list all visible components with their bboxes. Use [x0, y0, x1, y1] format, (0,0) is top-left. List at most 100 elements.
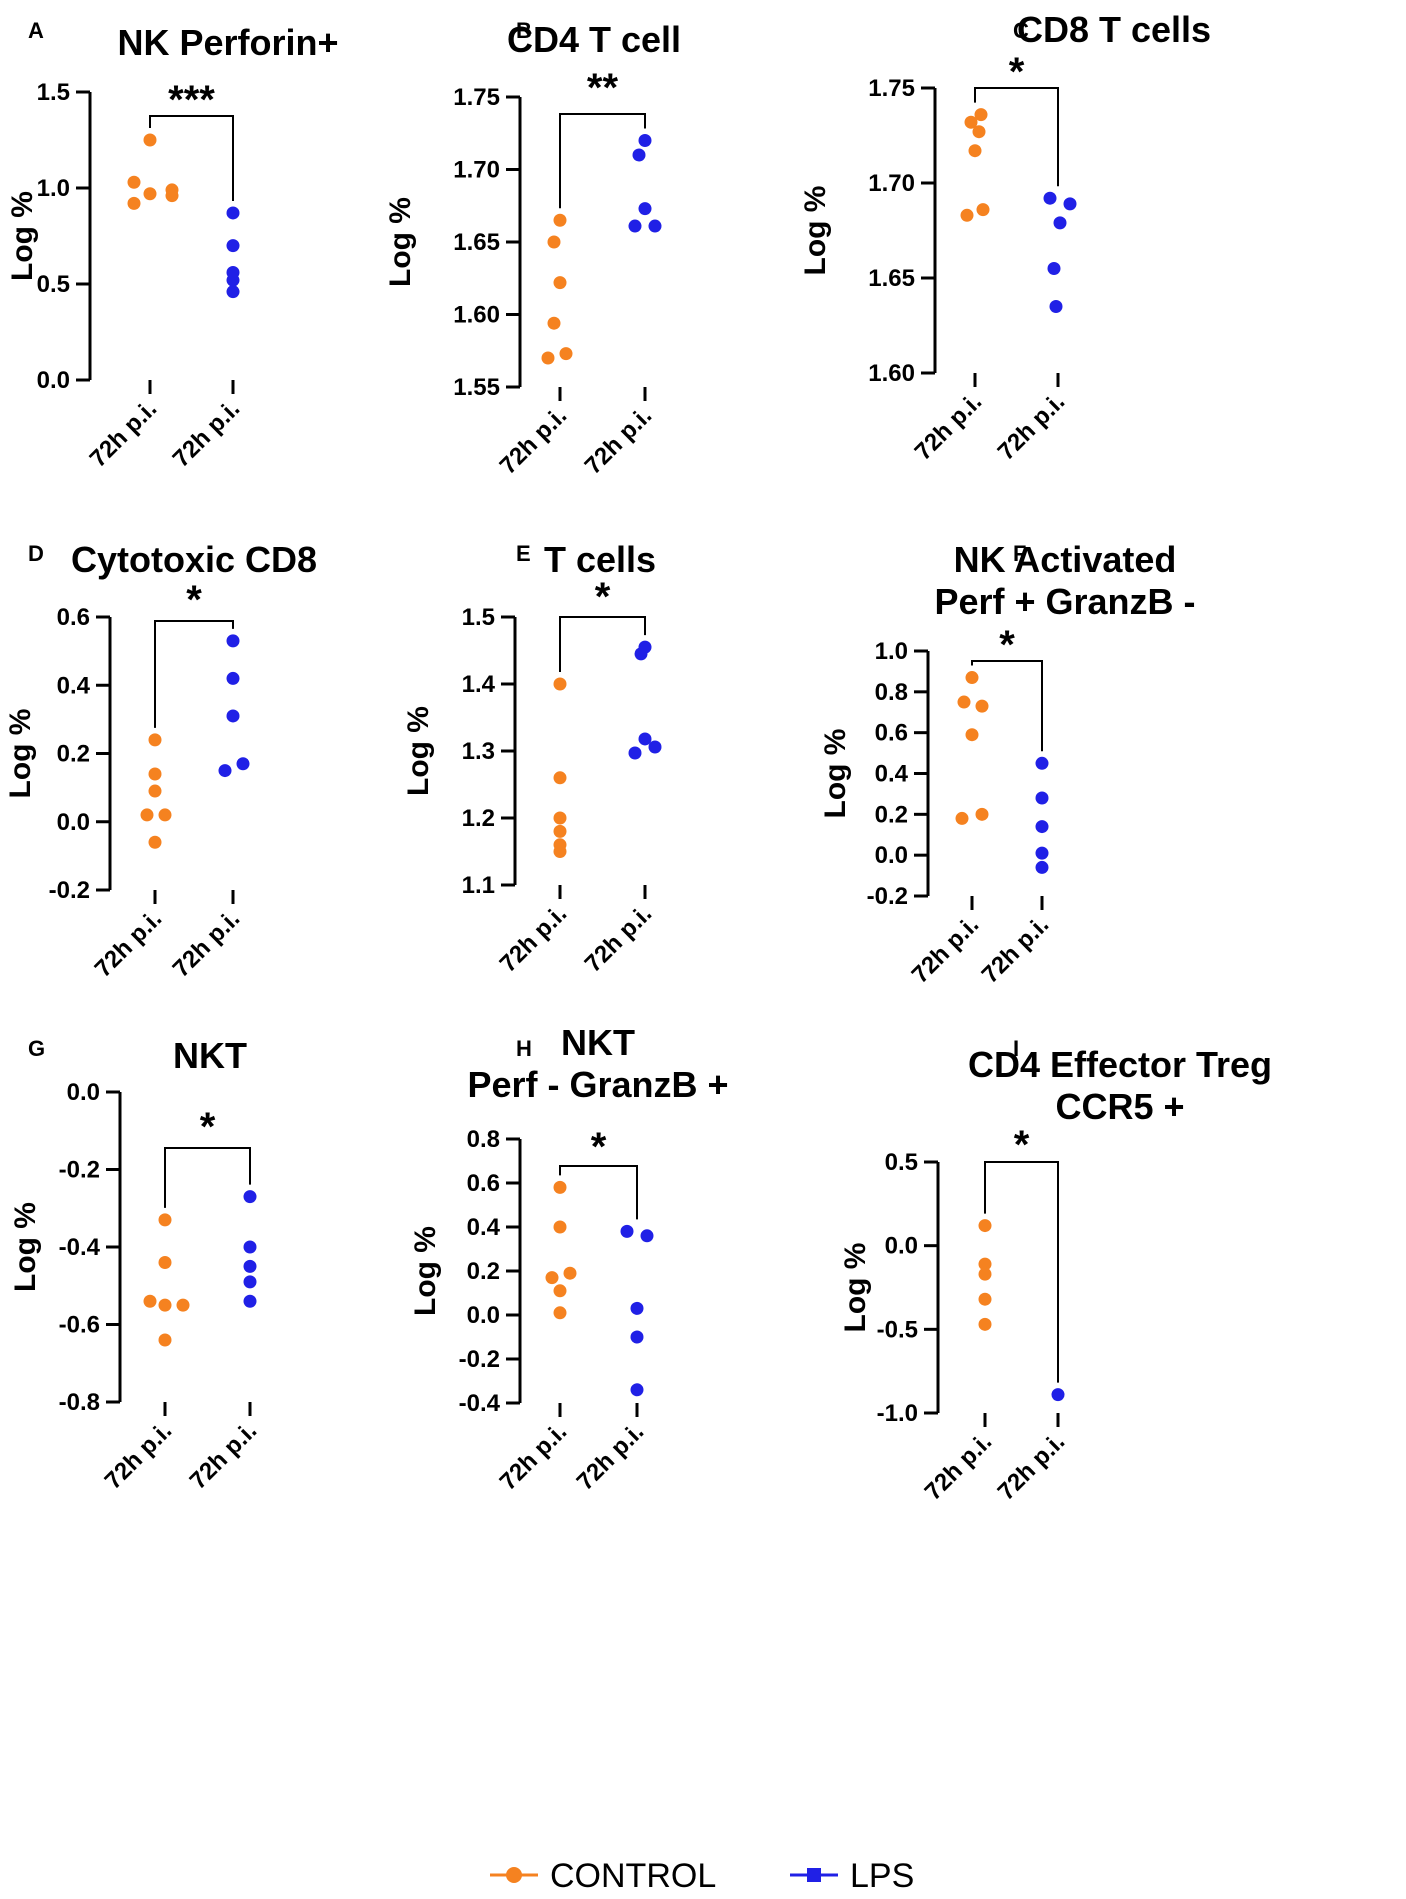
control-point [968, 144, 982, 158]
lps-point [243, 1190, 257, 1204]
y-tick-label: 0.5 [37, 271, 70, 298]
lps-point [1035, 820, 1049, 834]
y-axis-label: Log % [409, 1226, 442, 1316]
significance-stars: * [999, 623, 1015, 667]
control-point [974, 108, 988, 122]
y-tick-label: 0.5 [885, 1149, 918, 1176]
chart-title: Perf + GranzB - [934, 581, 1195, 622]
lps-point [1051, 1388, 1065, 1402]
y-tick-label: 0.0 [37, 367, 70, 394]
lps-point [648, 219, 662, 233]
control-point [148, 767, 162, 781]
control-point [978, 1317, 992, 1331]
y-tick-label: 1.0 [875, 638, 908, 665]
x-tick-label: 72h p.i. [977, 911, 1055, 989]
significance-bracket [164, 1147, 251, 1208]
significance-stars: * [1009, 50, 1025, 94]
significance-bracket [559, 1165, 638, 1220]
lps-point [1035, 791, 1049, 805]
lps-point [1035, 860, 1049, 874]
control-point [553, 213, 567, 227]
legend: CONTROL LPS [490, 1857, 914, 1895]
control-point [978, 1292, 992, 1306]
lps-point [226, 709, 240, 723]
control-point [165, 189, 179, 203]
significance-stars: * [591, 1125, 607, 1169]
significance-bracket [154, 620, 234, 728]
chart-title: Cytotoxic CD8 [71, 539, 317, 580]
y-axis-label: Log % [4, 709, 37, 799]
chart-title: NKT [561, 1022, 635, 1063]
control-point [140, 808, 154, 822]
y-tick-label: -0.2 [459, 1346, 500, 1373]
x-tick-label: 72h p.i. [993, 1428, 1071, 1506]
control-point [559, 347, 573, 361]
control-point [964, 115, 978, 129]
y-tick-label: 1.5 [37, 79, 70, 106]
lps-point [620, 1224, 634, 1238]
control-point [553, 771, 567, 785]
x-tick-label: 72h p.i. [920, 1428, 998, 1506]
y-tick-label: 0.2 [875, 801, 908, 828]
y-tick-label: -0.4 [59, 1234, 101, 1261]
y-tick-label: 1.1 [462, 872, 495, 899]
lps-point [226, 206, 240, 220]
panel-letter: H [516, 1036, 532, 1061]
x-tick-label: 72h p.i. [185, 1417, 263, 1495]
chart-title: NK Perforin+ [117, 22, 338, 63]
control-point [127, 175, 141, 189]
control-point [158, 1213, 172, 1227]
y-axis-label: Log % [9, 1202, 42, 1292]
x-tick-label: 72h p.i. [907, 911, 985, 989]
y-tick-label: 1.65 [868, 265, 915, 292]
y-tick-label: 0.4 [875, 761, 909, 788]
control-point [143, 187, 157, 201]
control-point [978, 1267, 992, 1281]
lps-point [218, 764, 232, 778]
lps-point [638, 202, 652, 216]
chart-title: CCR5 + [1055, 1086, 1184, 1127]
x-tick-label: 72h p.i. [495, 900, 573, 978]
control-point [965, 728, 979, 742]
y-tick-label: 0.6 [57, 604, 90, 631]
control-point [553, 1180, 567, 1194]
significance-stars: ** [587, 66, 619, 110]
lps-point [226, 634, 240, 648]
control-point [975, 699, 989, 713]
control-point [553, 1306, 567, 1320]
lps-point [243, 1275, 257, 1289]
lps-point [1049, 300, 1063, 313]
control-point [547, 235, 561, 249]
control-point [158, 808, 172, 822]
control-point [541, 351, 555, 365]
chart-title: NKT [173, 1035, 247, 1076]
control-point [148, 835, 162, 849]
y-tick-label: 0.6 [467, 1170, 500, 1197]
control-point [972, 125, 986, 139]
lps-point [628, 746, 642, 760]
y-axis-label: Log % [819, 729, 852, 819]
y-tick-label: 0.0 [875, 842, 908, 869]
lps-point [1035, 846, 1049, 860]
lps-point [1043, 191, 1057, 205]
lps-point [638, 732, 652, 746]
chart-title: T cells [544, 539, 656, 580]
x-tick-label: 72h p.i. [168, 395, 246, 473]
chart-title: Perf - GranzB + [467, 1064, 728, 1105]
control-point [545, 1271, 559, 1285]
y-tick-label: 1.75 [453, 84, 500, 111]
control-point [976, 203, 990, 217]
significance-bracket [984, 1161, 1059, 1383]
y-tick-label: 0.0 [467, 1302, 500, 1329]
control-point [158, 1333, 172, 1347]
control-point [553, 845, 567, 858]
y-tick-label: 1.2 [462, 805, 495, 832]
lps-point [634, 647, 648, 661]
panel-letter: I [1013, 1036, 1019, 1061]
lps-point [648, 740, 662, 754]
control-point [975, 807, 989, 821]
y-tick-label: 0.0 [885, 1233, 918, 1260]
y-tick-label: 0.2 [467, 1258, 500, 1285]
